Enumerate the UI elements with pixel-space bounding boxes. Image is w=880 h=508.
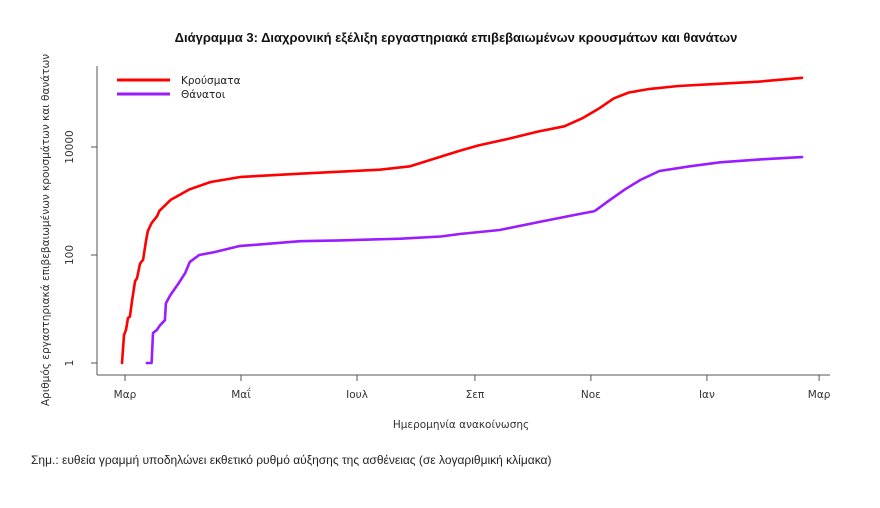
x-ticks: Μαρ Μαΐ Ιουλ Σεπ Νοε Ιαν Μαρ bbox=[114, 375, 831, 401]
x-tick-label: Μαρ bbox=[114, 389, 137, 401]
x-tick-label: Σεπ bbox=[466, 389, 485, 401]
legend: Κρούσματα Θάνατοι bbox=[117, 75, 241, 101]
y-axis-label: Αριθμός εργαστηριακά επιβεβαιωμένων κρου… bbox=[40, 54, 52, 406]
x-tick-label: Νοε bbox=[581, 389, 601, 401]
series-line-cases bbox=[120, 76, 804, 365]
chart-title: Διάγραμμα 3: Διαχρονική εξέλιξη εργαστηρ… bbox=[175, 30, 738, 45]
legend-label-deaths: Θάνατοι bbox=[181, 89, 226, 101]
series-line-deaths bbox=[145, 155, 804, 365]
y-tick-label: 10000 bbox=[64, 130, 76, 163]
y-tick-label: 1 bbox=[64, 360, 76, 367]
x-tick-label: Ιουλ bbox=[346, 389, 368, 401]
x-tick-label: Μαρ bbox=[808, 389, 831, 401]
y-ticks: 1 100 10000 bbox=[64, 130, 97, 366]
y-tick-label: 100 bbox=[64, 245, 76, 265]
footnote: Σημ.: ευθεία γραμμή υποδηλώνει εκθετικό … bbox=[31, 453, 552, 467]
x-tick-label: Ιαν bbox=[699, 389, 715, 401]
series-layer bbox=[120, 76, 804, 365]
x-axis-label: Ημερομηνία ανακοίνωσης bbox=[393, 419, 529, 431]
legend-label-cases: Κρούσματα bbox=[181, 75, 241, 87]
x-tick-label: Μαΐ bbox=[231, 387, 251, 401]
plot-area: 1 100 10000 Μαρ Μαΐ Ιουλ Σεπ Νοε Ιαν Μαρ bbox=[64, 66, 831, 401]
